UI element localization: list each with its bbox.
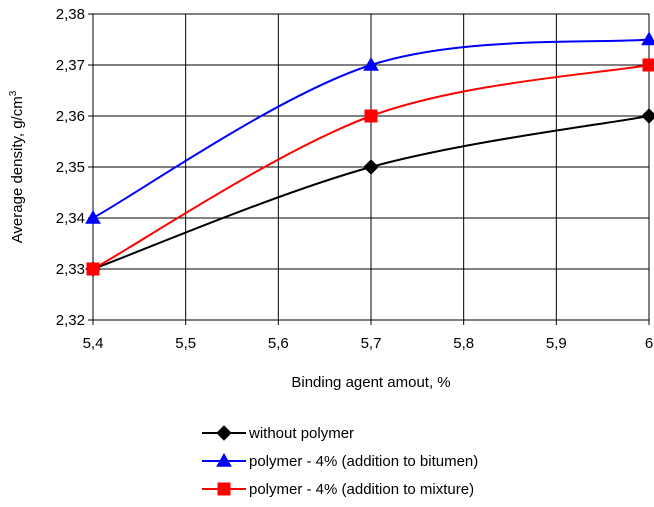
- y-axis-ticks: 2,32 2,33 2,34 2,35 2,36 2,37 2,38: [56, 6, 93, 329]
- x-axis-ticks: 5,4 5,5 5,6 5,7 5,8 5,9 6: [83, 320, 653, 352]
- legend-label: polymer - 4% (addition to bitumen): [249, 453, 478, 470]
- data-point-polymer-mixture: [642, 58, 654, 72]
- legend-item-without-polymer: without polymer: [202, 425, 354, 442]
- x-tick-label: 5,5: [175, 335, 196, 352]
- x-tick-label: 6: [645, 335, 653, 352]
- x-tick-label: 5,6: [268, 335, 289, 352]
- x-tick-label: 5,9: [546, 335, 567, 352]
- y-tick-label: 2,33: [56, 261, 85, 278]
- y-tick-label: 2,36: [56, 108, 85, 125]
- data-point-without-polymer: [363, 159, 379, 175]
- x-tick-label: 5,8: [453, 335, 474, 352]
- y-axis-title-main: Average density, g/cm: [9, 96, 26, 243]
- y-tick-label: 2,34: [56, 210, 85, 227]
- y-tick-label: 2,35: [56, 159, 85, 176]
- data-point-polymer-mixture: [86, 262, 100, 276]
- legend-swatch-marker: [217, 482, 231, 496]
- legend-swatch-marker: [216, 425, 232, 441]
- legend-item-polymer-mixture: polymer - 4% (addition to mixture): [202, 481, 474, 498]
- x-tick-label: 5,4: [83, 335, 104, 352]
- y-axis-title: Average density, g/cm3: [8, 90, 26, 243]
- x-tick-label: 5,7: [361, 335, 382, 352]
- legend-label: polymer - 4% (addition to mixture): [249, 481, 474, 498]
- y-axis-title-superscript: 3: [8, 90, 19, 96]
- y-tick-label: 2,32: [56, 312, 85, 329]
- y-tick-label: 2,38: [56, 6, 85, 23]
- y-tick-label: 2,37: [56, 57, 85, 74]
- data-point-polymer-bitumen: [363, 56, 379, 71]
- data-point-polymer-mixture: [364, 109, 378, 123]
- data-point-polymer-bitumen: [85, 209, 101, 224]
- x-axis-title: Binding agent amout, %: [291, 374, 450, 391]
- legend-swatch-marker: [216, 452, 232, 467]
- legend-item-polymer-bitumen: polymer - 4% (addition to bitumen): [202, 452, 478, 470]
- data-point-polymer-bitumen: [641, 31, 654, 46]
- legend: without polymer polymer - 4% (addition to…: [202, 425, 478, 498]
- legend-label: without polymer: [248, 425, 354, 442]
- series-markers: [85, 31, 654, 277]
- data-point-without-polymer: [641, 108, 654, 124]
